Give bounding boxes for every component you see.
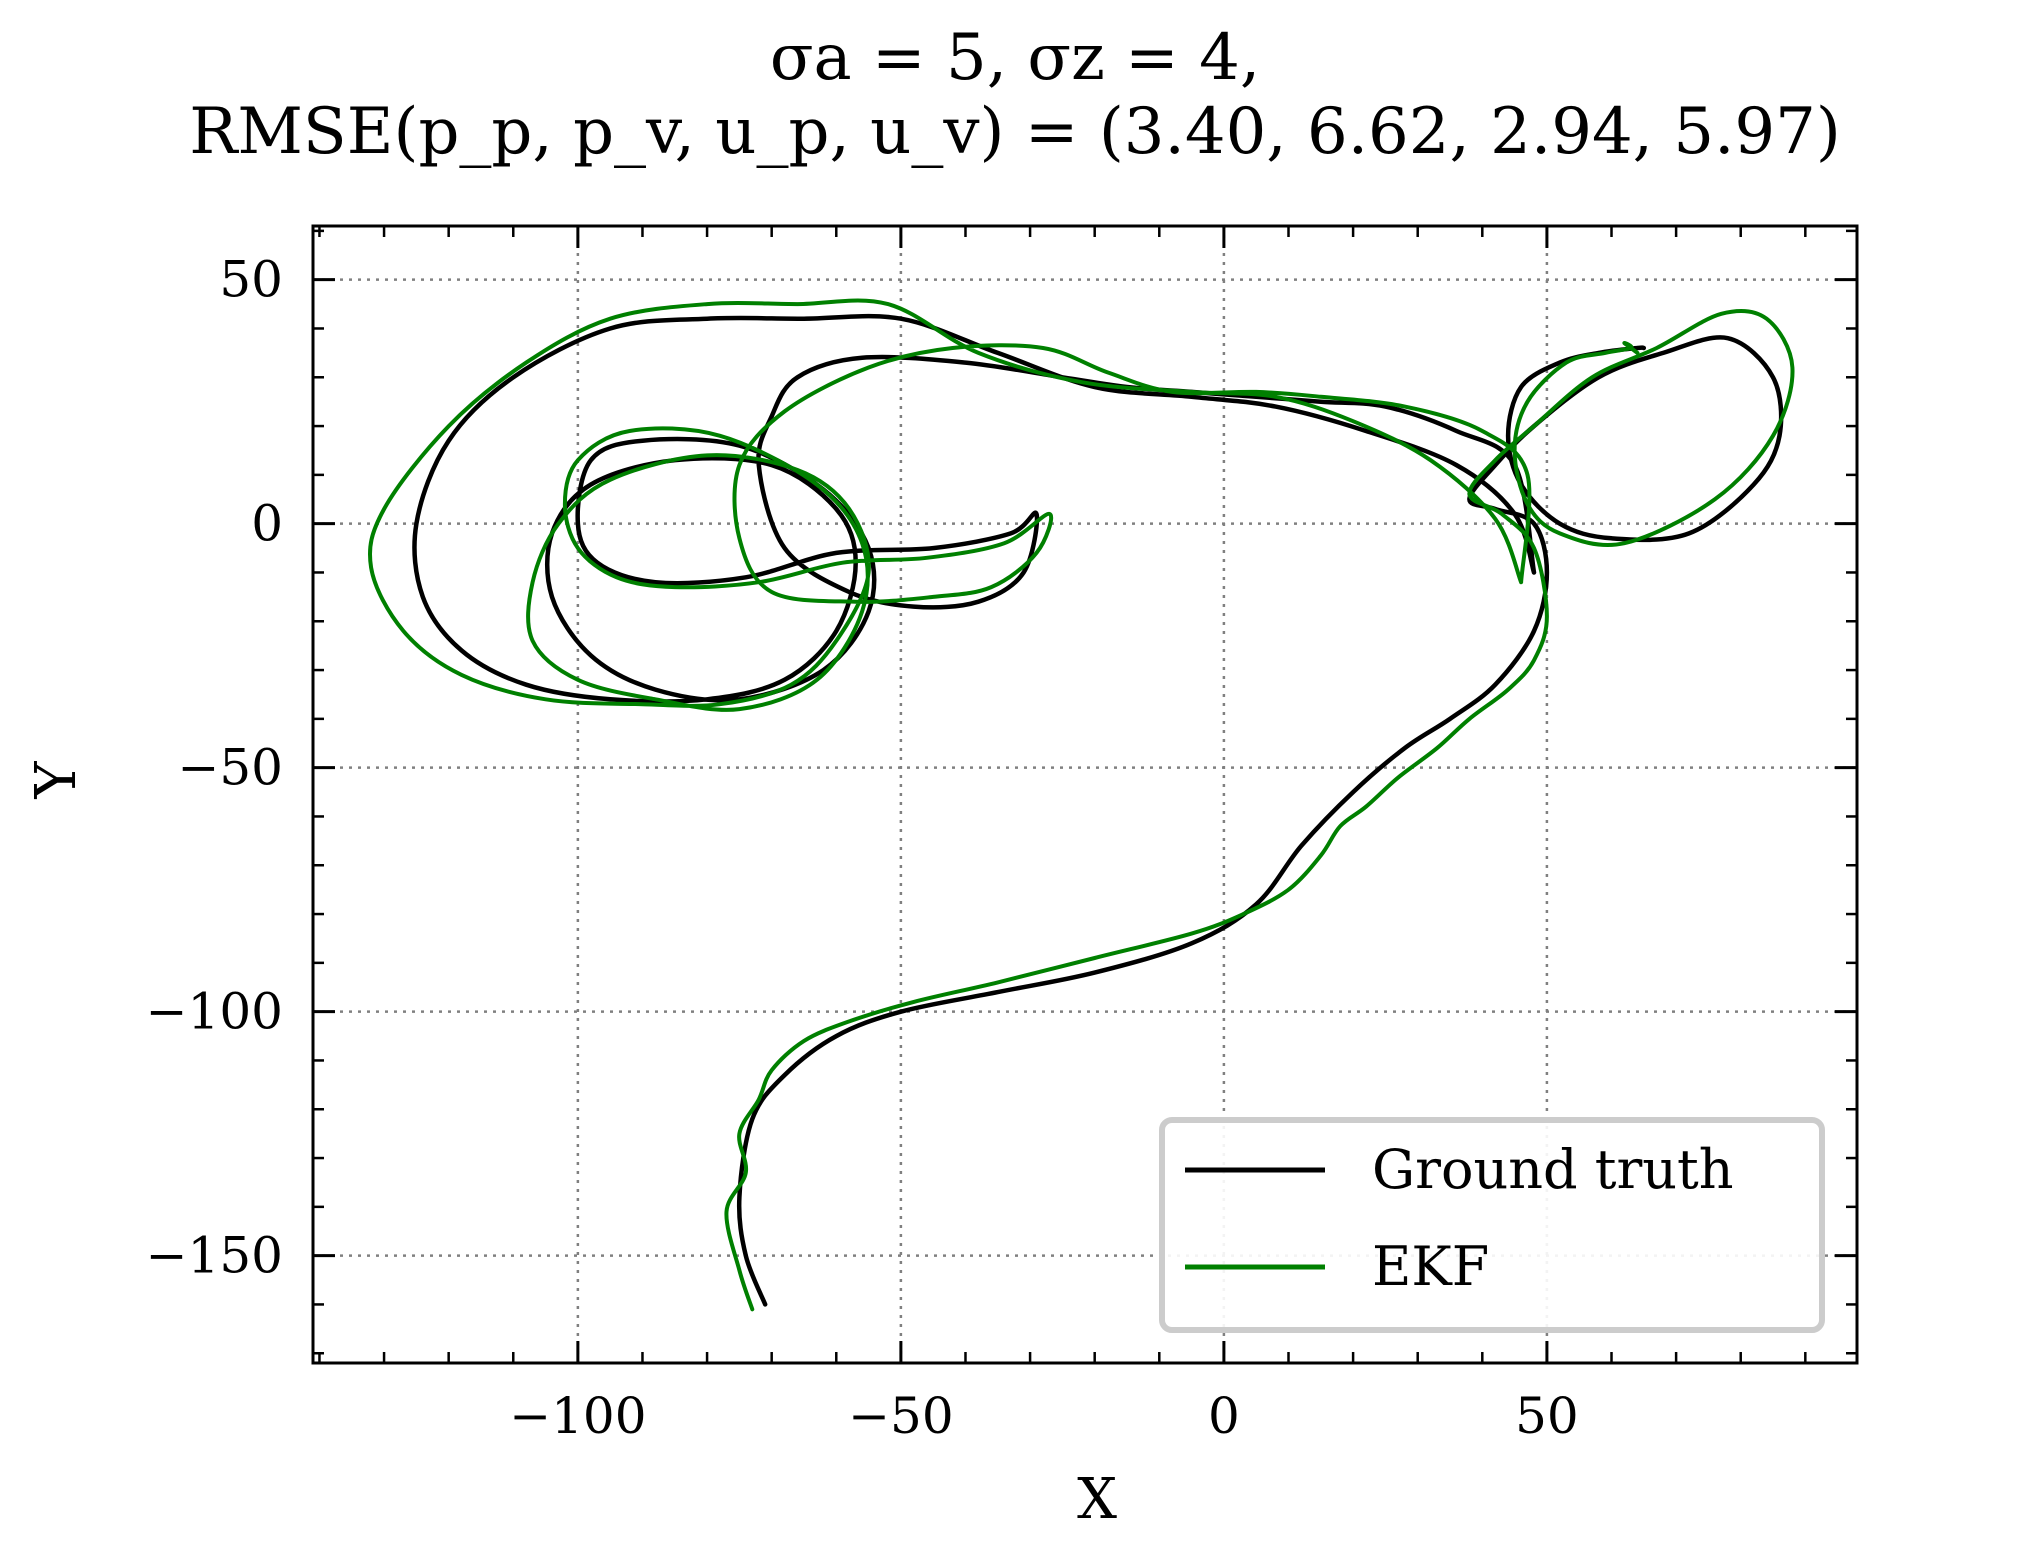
y-tick-label: −150 — [146, 1227, 283, 1285]
series-layer — [367, 298, 1795, 1312]
legend: Ground truth EKF — [1159, 1117, 1825, 1333]
y-tick-label: −100 — [146, 983, 283, 1041]
y-tick-label: 50 — [219, 251, 283, 309]
series-line-ekf — [367, 298, 1532, 712]
x-tick-label: −50 — [848, 1387, 954, 1445]
legend-label-ground-truth: Ground truth — [1372, 1138, 1734, 1201]
x-tick-label: 0 — [1208, 1387, 1240, 1445]
x-tick-label: −100 — [509, 1387, 646, 1445]
ticks — [313, 226, 1857, 1363]
tick-labels: −100 −50 0 50 50 0 −50 −100 −150 — [146, 251, 1579, 1445]
legend-label-ekf: EKF — [1372, 1235, 1489, 1298]
y-axis-label: Y — [24, 760, 89, 799]
x-axis-label: X — [1077, 1467, 1117, 1532]
legend-box — [1159, 1117, 1825, 1333]
y-tick-label: 0 — [251, 495, 283, 553]
x-tick-label: 50 — [1515, 1387, 1579, 1445]
chart-title: σa = 5, σz = 4, — [769, 21, 1261, 95]
chart-subtitle: RMSE(p_p, p_v, u_p, u_v) = (3.40, 6.62, … — [189, 95, 1841, 169]
series-line-ground-truth — [412, 313, 1537, 704]
series-line-ground-truth — [736, 335, 1784, 1307]
plot-frame — [311, 224, 1859, 1365]
series-line-ekf — [724, 308, 1795, 1312]
y-tick-label: −50 — [177, 739, 283, 797]
